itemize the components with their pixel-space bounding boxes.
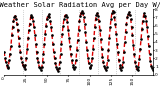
- Title: Milwaukee Weather Solar Radiation Avg per Day W/m2/minute: Milwaukee Weather Solar Radiation Avg pe…: [0, 2, 160, 8]
